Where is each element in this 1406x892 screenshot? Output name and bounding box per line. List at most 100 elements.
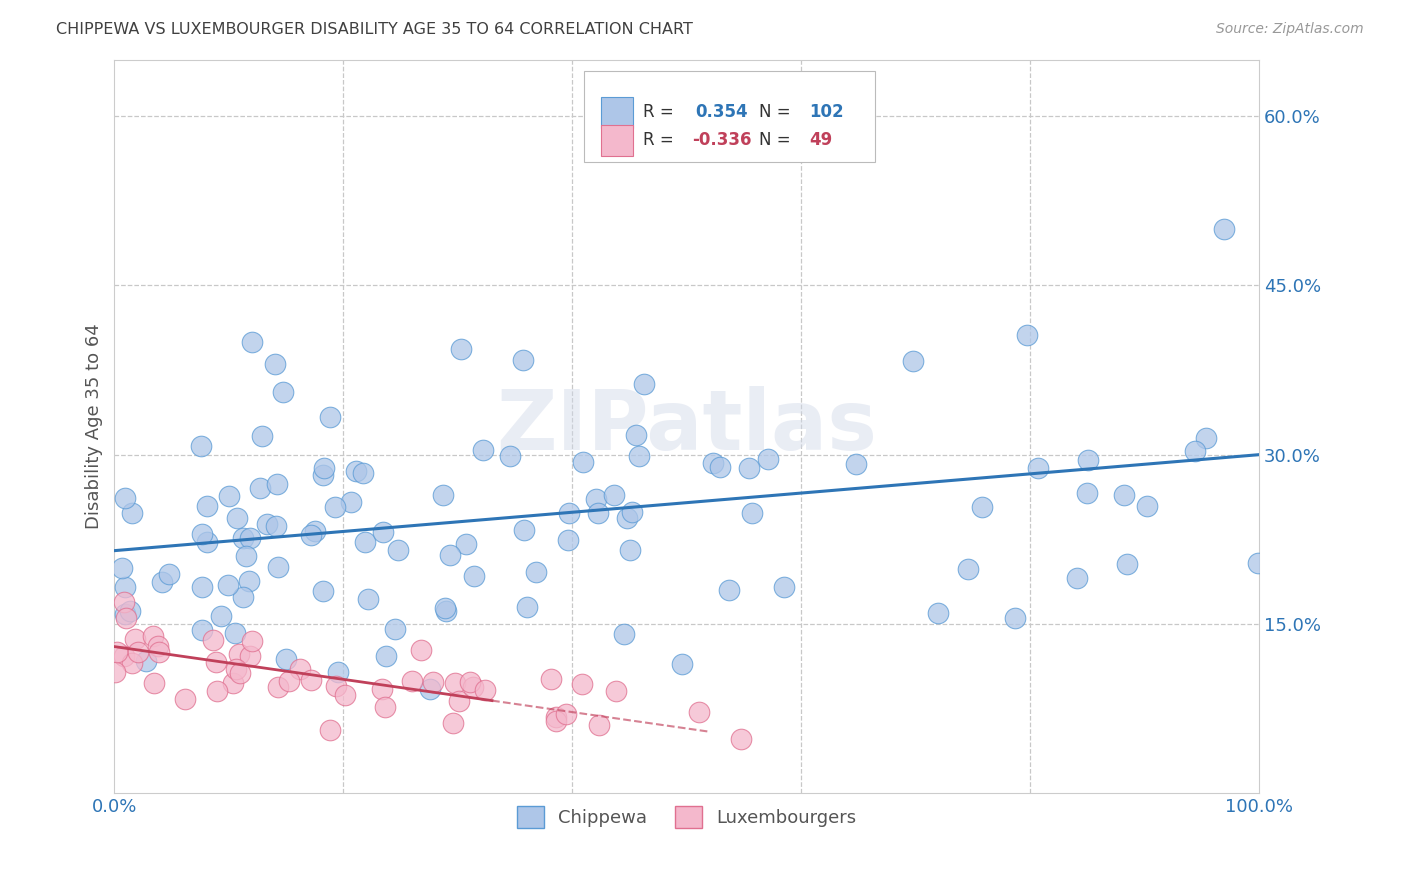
- Point: [588, 718, 610, 732]
- Point: [221, 676, 243, 690]
- Point: [174, 692, 197, 706]
- Point: [709, 460, 731, 475]
- Point: [1112, 488, 1135, 502]
- Point: [620, 505, 643, 519]
- Point: [927, 606, 949, 620]
- Point: [354, 534, 377, 549]
- Point: [312, 467, 335, 482]
- Point: [325, 500, 347, 514]
- Point: [256, 517, 278, 532]
- Point: [461, 680, 484, 694]
- Point: [628, 449, 651, 463]
- Point: [191, 526, 214, 541]
- Point: [371, 682, 394, 697]
- Point: [229, 666, 252, 681]
- Point: [972, 500, 994, 514]
- Point: [586, 506, 609, 520]
- Point: [228, 648, 250, 662]
- Point: [516, 600, 538, 615]
- Point: [209, 608, 232, 623]
- Point: [319, 723, 342, 737]
- Point: [1194, 431, 1216, 445]
- Point: [352, 466, 374, 480]
- Point: [727, 97, 749, 112]
- Point: [266, 477, 288, 491]
- Point: [633, 376, 655, 391]
- Point: [217, 577, 239, 591]
- Text: R =: R =: [643, 103, 673, 121]
- Text: R =: R =: [643, 131, 673, 149]
- Point: [1136, 499, 1159, 513]
- Point: [340, 494, 363, 508]
- Point: [613, 627, 636, 641]
- Point: [524, 565, 547, 579]
- Point: [688, 705, 710, 719]
- Bar: [600, 97, 633, 128]
- Point: [1066, 571, 1088, 585]
- Point: [439, 549, 461, 563]
- Point: [730, 731, 752, 746]
- Point: [252, 429, 274, 443]
- Y-axis label: Disability Age 35 to 64: Disability Age 35 to 64: [86, 324, 103, 529]
- Point: [112, 595, 135, 609]
- Point: [314, 461, 336, 475]
- Point: [458, 675, 481, 690]
- Point: [318, 410, 340, 425]
- Text: -0.336: -0.336: [692, 131, 752, 149]
- Point: [218, 489, 240, 503]
- Point: [124, 632, 146, 647]
- Point: [127, 645, 149, 659]
- Point: [271, 385, 294, 400]
- Point: [299, 528, 322, 542]
- Point: [190, 439, 212, 453]
- Point: [304, 524, 326, 538]
- Point: [419, 681, 441, 696]
- Point: [240, 334, 263, 349]
- Point: [845, 457, 868, 471]
- Point: [456, 536, 478, 550]
- Point: [191, 623, 214, 637]
- Point: [1026, 460, 1049, 475]
- Point: [1247, 557, 1270, 571]
- Point: [232, 531, 254, 545]
- Point: [205, 684, 228, 698]
- Text: N =: N =: [759, 131, 790, 149]
- Point: [738, 461, 761, 475]
- Point: [335, 688, 357, 702]
- Point: [235, 549, 257, 564]
- Point: [225, 662, 247, 676]
- Point: [1017, 327, 1039, 342]
- Point: [146, 639, 169, 653]
- Point: [557, 533, 579, 548]
- Point: [249, 482, 271, 496]
- Text: 102: 102: [808, 103, 844, 121]
- Point: [401, 674, 423, 689]
- Point: [499, 449, 522, 463]
- Text: Source: ZipAtlas.com: Source: ZipAtlas.com: [1216, 22, 1364, 37]
- Point: [571, 677, 593, 691]
- Point: [555, 707, 578, 722]
- Point: [463, 568, 485, 582]
- Point: [1115, 558, 1137, 572]
- Point: [344, 464, 367, 478]
- Point: [450, 343, 472, 357]
- Point: [267, 680, 290, 694]
- Text: N =: N =: [759, 103, 790, 121]
- Point: [956, 562, 979, 576]
- Point: [114, 607, 136, 622]
- Point: [374, 699, 396, 714]
- Point: [121, 656, 143, 670]
- Bar: [600, 125, 633, 155]
- Point: [1213, 222, 1236, 236]
- Point: [1184, 444, 1206, 458]
- Point: [472, 442, 495, 457]
- Point: [121, 506, 143, 520]
- Point: [114, 580, 136, 594]
- Point: [432, 487, 454, 501]
- Text: 49: 49: [808, 131, 832, 149]
- Point: [118, 604, 141, 618]
- Point: [585, 491, 607, 506]
- Point: [301, 673, 323, 688]
- Text: ZIPatlas: ZIPatlas: [496, 386, 877, 467]
- Point: [240, 634, 263, 648]
